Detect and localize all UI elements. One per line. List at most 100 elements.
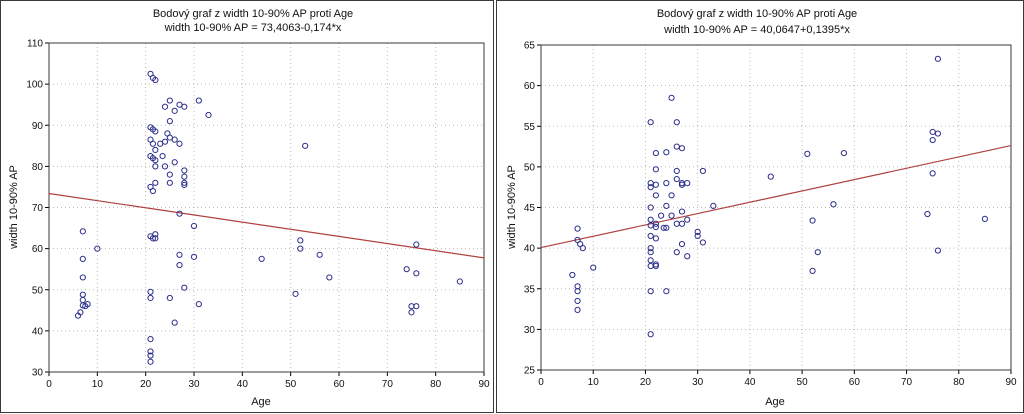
data-point (678, 240, 686, 248)
y-tick-label: 55 (524, 122, 536, 133)
data-point (652, 223, 659, 231)
data-point (292, 290, 299, 297)
data-point (190, 222, 198, 230)
data-point (159, 152, 166, 160)
regression-line (48, 192, 485, 259)
data-point (147, 294, 154, 302)
x-tick-label: 30 (188, 379, 200, 390)
data-point (694, 232, 701, 240)
data-point (152, 128, 159, 135)
data-point (195, 97, 202, 104)
data-point (171, 319, 178, 326)
y-tick-label: 110 (27, 39, 43, 50)
x-tick-label: 20 (140, 379, 152, 390)
y-tick-label: 65 (524, 41, 536, 52)
data-point (166, 294, 173, 302)
data-point (652, 181, 659, 188)
left-scatter-chart: Bodový graf z width 10-90% AP proti Age … (8, 8, 490, 408)
data-point (663, 149, 670, 156)
data-point (699, 239, 706, 246)
data-point (809, 267, 816, 274)
data-point (195, 301, 202, 308)
data-point (152, 157, 159, 164)
data-point (258, 255, 265, 263)
x-tick-label: 60 (849, 377, 861, 388)
y-tick-label: 30 (524, 325, 536, 336)
data-point (699, 167, 706, 175)
data-point (924, 210, 931, 218)
data-point (684, 180, 691, 187)
y-tick-label: 50 (524, 162, 536, 173)
data-point (929, 128, 936, 136)
data-point (297, 237, 304, 244)
data-point (647, 262, 654, 270)
data-point (161, 163, 169, 170)
data-point (79, 274, 86, 281)
y-tick-label: 40 (32, 326, 44, 337)
y-tick-label: 50 (32, 285, 44, 296)
data-point (673, 119, 680, 126)
data-point (166, 118, 173, 125)
y-tick-label: 70 (32, 203, 44, 214)
data-point (149, 140, 157, 147)
x-tick-label: 60 (333, 379, 345, 390)
data-point (77, 309, 84, 316)
data-point (413, 241, 420, 248)
data-point (79, 291, 86, 298)
data-point (79, 228, 86, 235)
data-point (149, 187, 157, 195)
data-point (804, 150, 811, 157)
y-tick-label: 80 (32, 162, 44, 173)
data-point (694, 228, 701, 235)
data-point (663, 180, 670, 187)
data-point (181, 173, 188, 180)
data-point (652, 149, 659, 157)
data-point (647, 245, 654, 252)
data-point (934, 247, 941, 254)
y-tick-label: 100 (26, 80, 43, 91)
x-tick-label: 50 (797, 377, 809, 388)
y-axis-label: width 10-90% AP (506, 165, 518, 250)
left-chart-panel: Bodový graf z width 10-90% AP proti Age … (0, 0, 494, 413)
data-point (408, 309, 415, 316)
x-axis-label: Age (765, 396, 785, 408)
data-point (181, 103, 188, 110)
data-point (647, 119, 654, 126)
data-point (652, 166, 659, 173)
data-point (668, 192, 675, 199)
data-point (152, 231, 159, 238)
data-point (161, 138, 169, 145)
plot-area-frame (540, 44, 1012, 371)
data-point (647, 184, 654, 191)
data-point (590, 264, 597, 271)
y-tick-label: 60 (524, 81, 536, 92)
x-tick-label: 20 (640, 377, 652, 388)
data-point (152, 235, 159, 242)
x-tick-label: 40 (237, 379, 249, 390)
data-point (161, 103, 169, 110)
data-point (574, 288, 581, 295)
x-tick-label: 30 (692, 377, 704, 388)
data-point (663, 202, 670, 209)
data-point (981, 215, 988, 222)
x-axis-label: Age (251, 396, 271, 408)
data-point (152, 76, 159, 84)
data-point (152, 163, 159, 170)
y-tick-label: 25 (524, 366, 536, 377)
x-tick-label: 70 (382, 379, 394, 390)
data-point (456, 278, 463, 285)
data-point (190, 253, 198, 260)
data-point (181, 179, 188, 186)
plot-area-frame (48, 42, 485, 373)
data-point (205, 111, 212, 119)
right-scatter-chart: Bodový graf z width 10-90% AP proti Age … (506, 8, 1017, 408)
data-point (830, 201, 837, 208)
data-point (678, 220, 686, 227)
data-point (678, 145, 686, 152)
data-point (171, 136, 178, 143)
y-tick-label: 90 (32, 121, 44, 132)
data-point (79, 255, 86, 263)
data-point (652, 192, 659, 199)
data-point (660, 224, 667, 231)
data-point (658, 212, 665, 219)
